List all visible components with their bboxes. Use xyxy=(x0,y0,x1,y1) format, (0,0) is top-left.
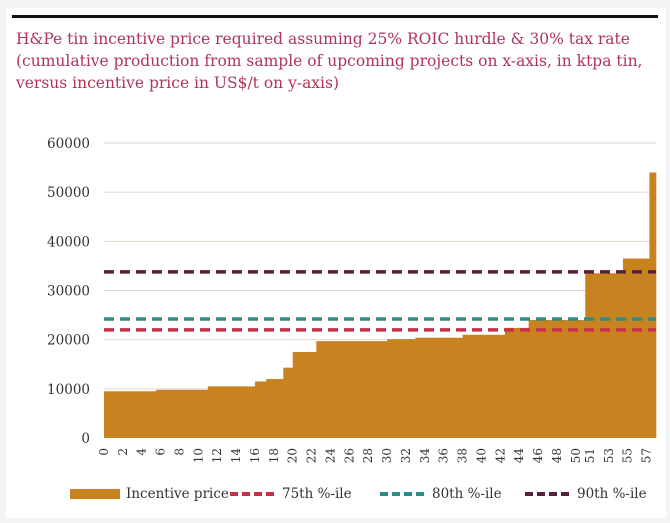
x-tick-label: 12 xyxy=(210,448,224,463)
x-tick-label: 8 xyxy=(172,448,186,456)
incentive-price-bar xyxy=(283,367,294,438)
x-tick-label: 53 xyxy=(602,448,616,463)
legend-swatch-p75 xyxy=(230,492,274,496)
incentive-price-bar xyxy=(462,334,506,438)
incentive-price-bar xyxy=(649,172,657,438)
x-tick-label: 24 xyxy=(323,448,337,464)
x-tick-label: 4 xyxy=(135,448,149,456)
x-tick-label: 38 xyxy=(456,448,470,463)
y-tick-label: 30000 xyxy=(47,284,90,300)
incentive-price-bar xyxy=(505,327,529,438)
incentive-price-bar xyxy=(528,320,586,438)
x-tick-label: 20 xyxy=(286,448,300,463)
incentive-price-bar xyxy=(266,379,284,438)
incentive-price-bar xyxy=(292,351,317,438)
chart-legend: Incentive price 75th %-ile 80th %-ile 90… xyxy=(70,484,660,504)
x-tick-label: 14 xyxy=(229,448,243,464)
top-rule xyxy=(12,15,658,18)
x-tick-label: 16 xyxy=(248,448,262,463)
x-tick-label: 48 xyxy=(550,448,564,463)
x-tick-label: 55 xyxy=(621,448,635,463)
x-tick-label: 42 xyxy=(493,448,507,463)
y-tick-label: 20000 xyxy=(47,333,90,349)
title-line-3: versus incentive price in US$/t on y-axi… xyxy=(16,74,340,92)
incentive-price-bar xyxy=(254,381,267,438)
legend-item-p90: 90th %-ile xyxy=(525,484,647,504)
y-tick-label: 60000 xyxy=(47,136,90,152)
incentive-price-bar xyxy=(415,337,463,438)
x-tick-label: 22 xyxy=(305,448,319,463)
x-tick-label: 18 xyxy=(267,448,281,463)
y-tick-label: 40000 xyxy=(47,234,90,250)
legend-item-incentive-price: Incentive price xyxy=(70,484,229,504)
y-tick-label: 10000 xyxy=(47,382,90,398)
x-tick-label: 2 xyxy=(116,448,130,456)
legend-swatch-bars xyxy=(70,489,120,499)
x-tick-label: 0 xyxy=(97,448,111,456)
x-tick-label: 6 xyxy=(154,448,168,456)
x-tick-label: 28 xyxy=(361,448,375,463)
legend-item-p75: 75th %-ile xyxy=(230,484,352,504)
legend-label-p75: 75th %-ile xyxy=(282,486,352,502)
chart-title: H&Pe tin incentive price required assumi… xyxy=(16,28,656,94)
legend-label-p80: 80th %-ile xyxy=(432,486,502,502)
title-line-1: H&Pe tin incentive price required assumi… xyxy=(16,30,630,48)
incentive-price-bar xyxy=(387,339,416,438)
title-line-2: (cumulative production from sample of up… xyxy=(16,52,643,70)
legend-label-incentive-price: Incentive price xyxy=(126,486,229,502)
legend-swatch-p90 xyxy=(525,492,569,496)
legend-label-p90: 90th %-ile xyxy=(577,486,647,502)
x-tick-label: 34 xyxy=(418,448,432,464)
legend-swatch-p80 xyxy=(380,492,424,496)
x-tick-label: 40 xyxy=(474,448,488,463)
incentive-price-bar xyxy=(155,389,209,438)
x-tick-label: 46 xyxy=(531,448,545,463)
incentive-price-bar xyxy=(622,258,650,438)
legend-item-p80: 80th %-ile xyxy=(380,484,502,504)
x-tick-label: 57 xyxy=(640,448,654,463)
incentive-price-bar xyxy=(316,341,388,438)
x-tick-label: 32 xyxy=(399,448,413,463)
x-tick-label: 26 xyxy=(342,448,356,463)
x-tick-label: 30 xyxy=(380,448,394,463)
x-tick-label: 51 xyxy=(583,448,597,463)
incentive-price-bar xyxy=(585,273,624,438)
y-tick-label: 0 xyxy=(81,431,90,447)
x-tick-label: 50 xyxy=(569,448,583,463)
x-tick-label: 10 xyxy=(191,448,205,463)
y-tick-label: 50000 xyxy=(47,185,90,201)
incentive-price-bar xyxy=(207,386,256,438)
x-tick-label: 44 xyxy=(512,448,526,464)
x-tick-label: 36 xyxy=(437,448,451,463)
incentive-price-bar xyxy=(104,391,157,438)
